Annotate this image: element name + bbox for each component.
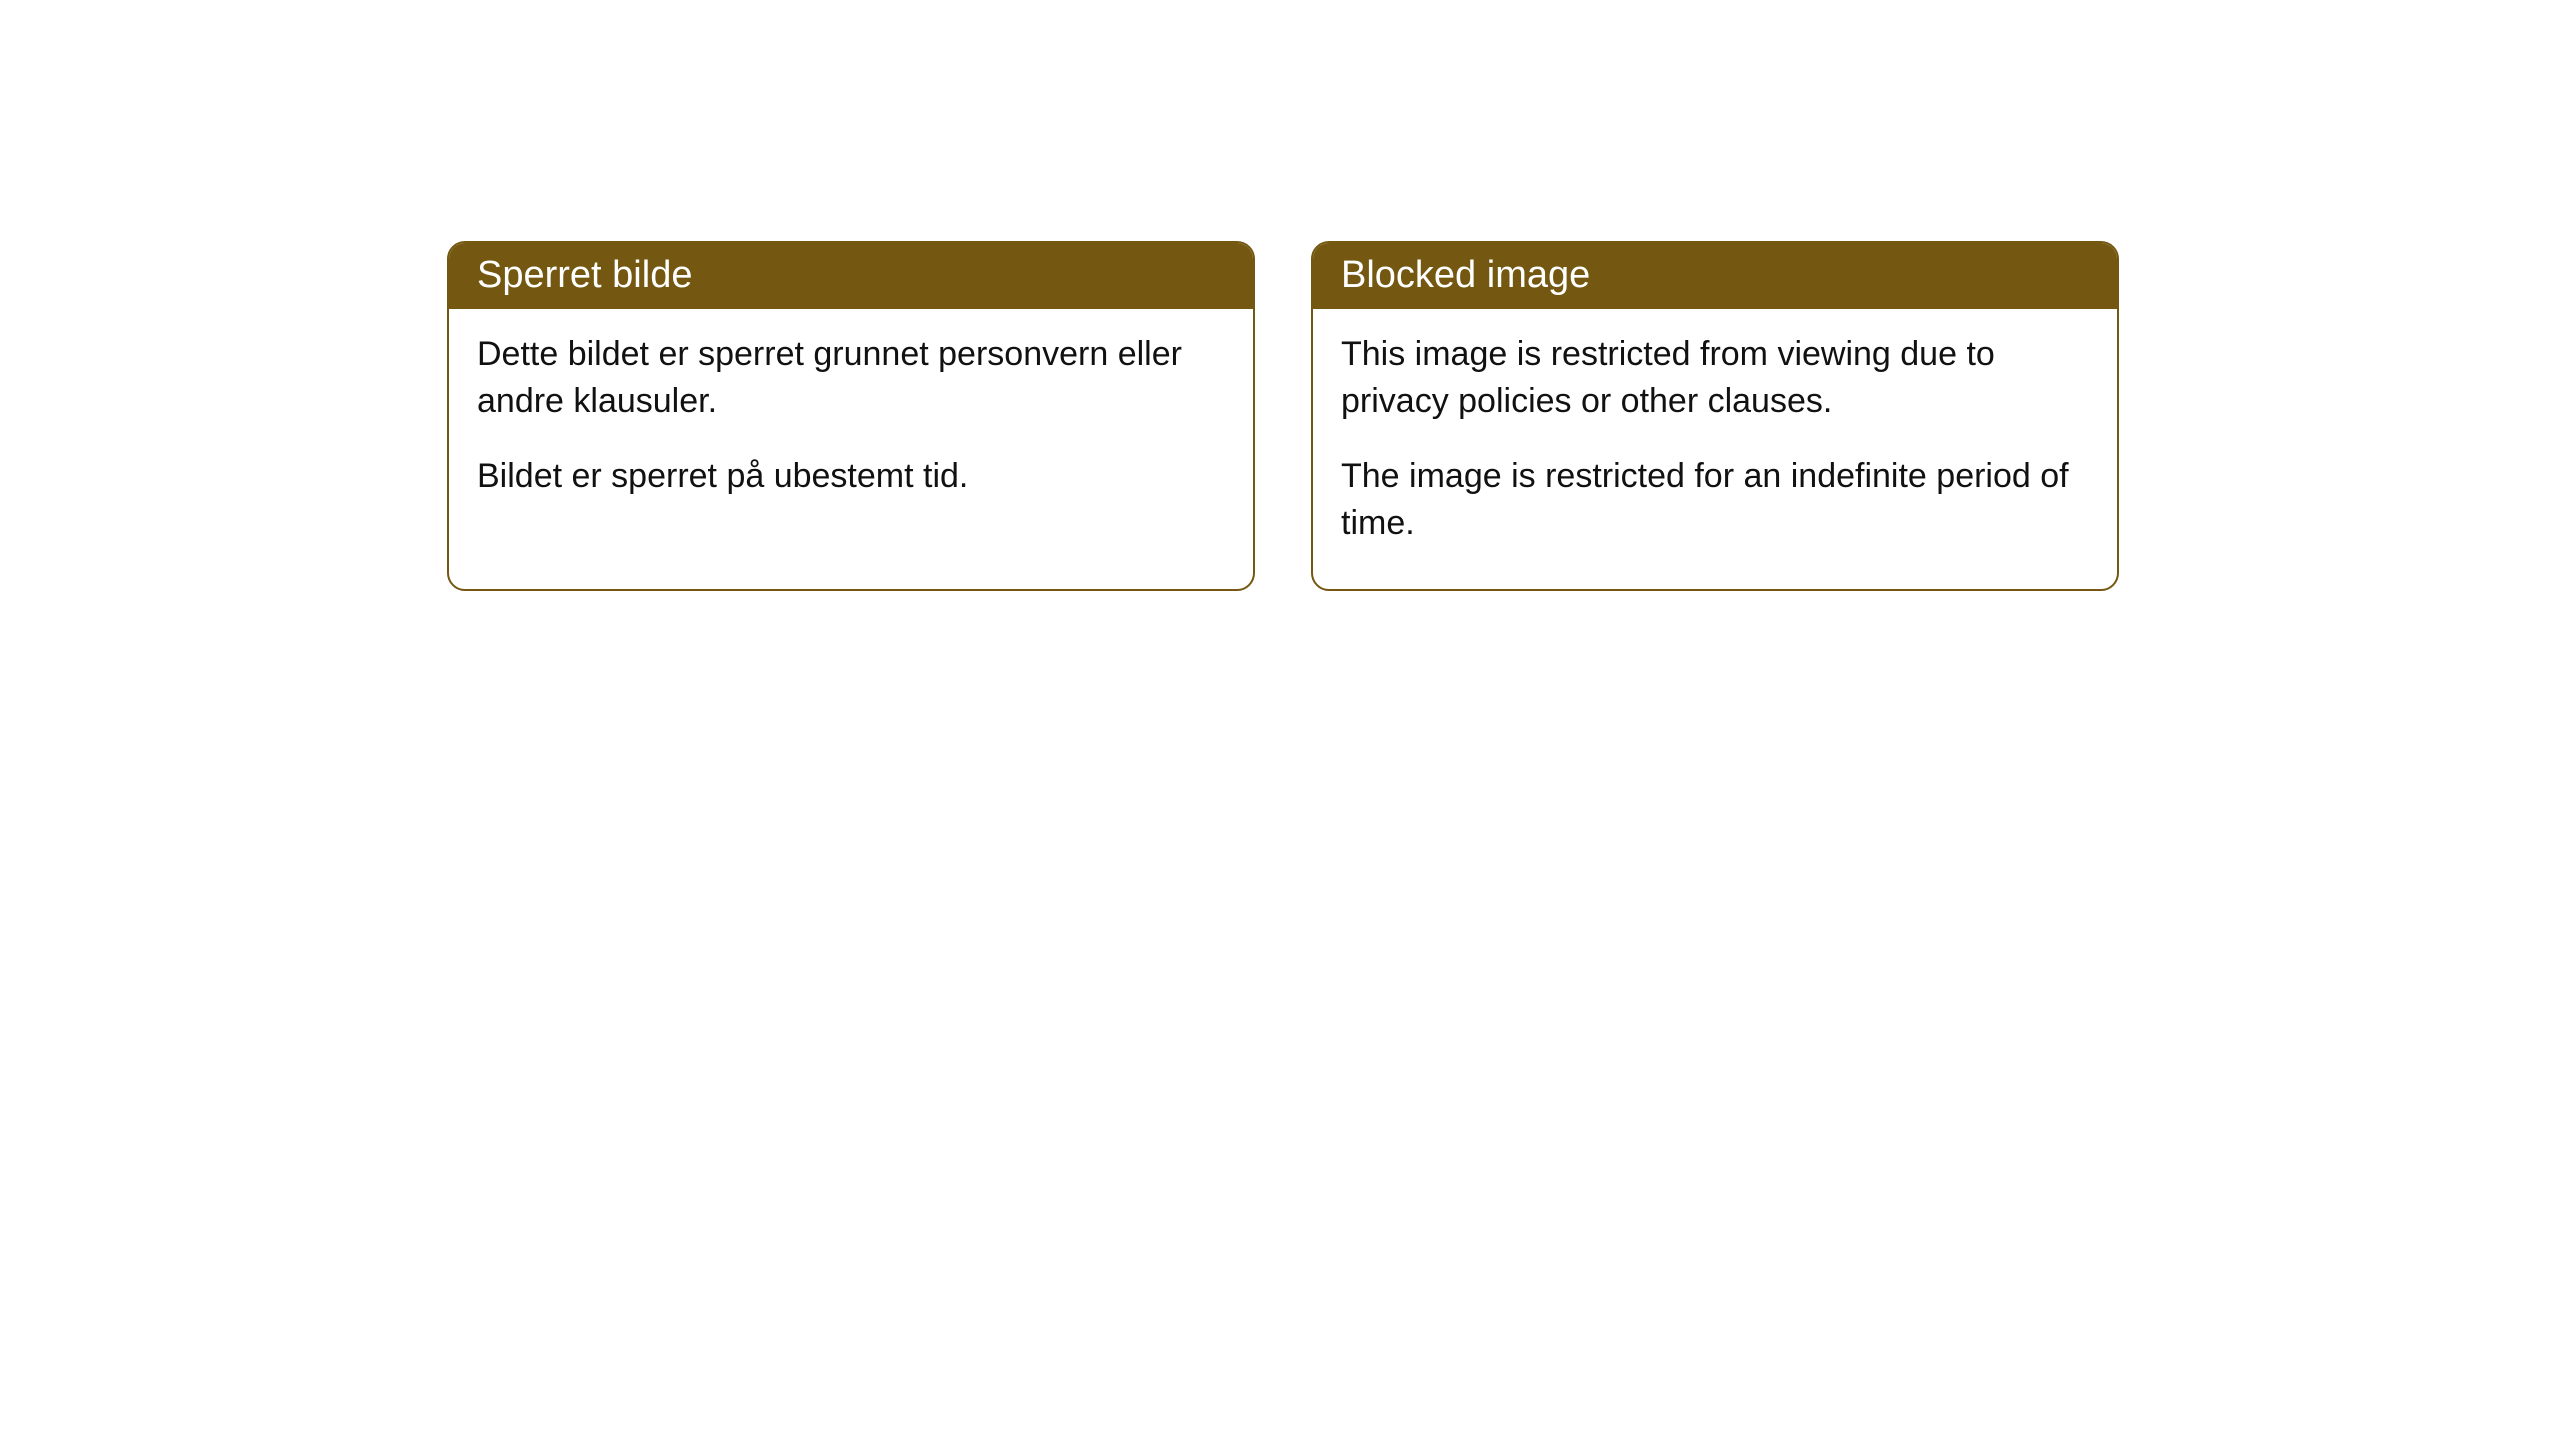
card-paragraph-1-norwegian: Dette bildet er sperret grunnet personve…: [477, 331, 1225, 425]
blocked-image-card-norwegian: Sperret bilde Dette bildet er sperret gr…: [447, 241, 1255, 591]
card-paragraph-2-norwegian: Bildet er sperret på ubestemt tid.: [477, 453, 1225, 500]
card-body-norwegian: Dette bildet er sperret grunnet personve…: [449, 309, 1253, 542]
card-title-english: Blocked image: [1313, 243, 2117, 309]
blocked-image-card-english: Blocked image This image is restricted f…: [1311, 241, 2119, 591]
card-title-norwegian: Sperret bilde: [449, 243, 1253, 309]
notice-cards-container: Sperret bilde Dette bildet er sperret gr…: [0, 0, 2560, 591]
card-paragraph-2-english: The image is restricted for an indefinit…: [1341, 453, 2089, 547]
card-body-english: This image is restricted from viewing du…: [1313, 309, 2117, 589]
card-paragraph-1-english: This image is restricted from viewing du…: [1341, 331, 2089, 425]
